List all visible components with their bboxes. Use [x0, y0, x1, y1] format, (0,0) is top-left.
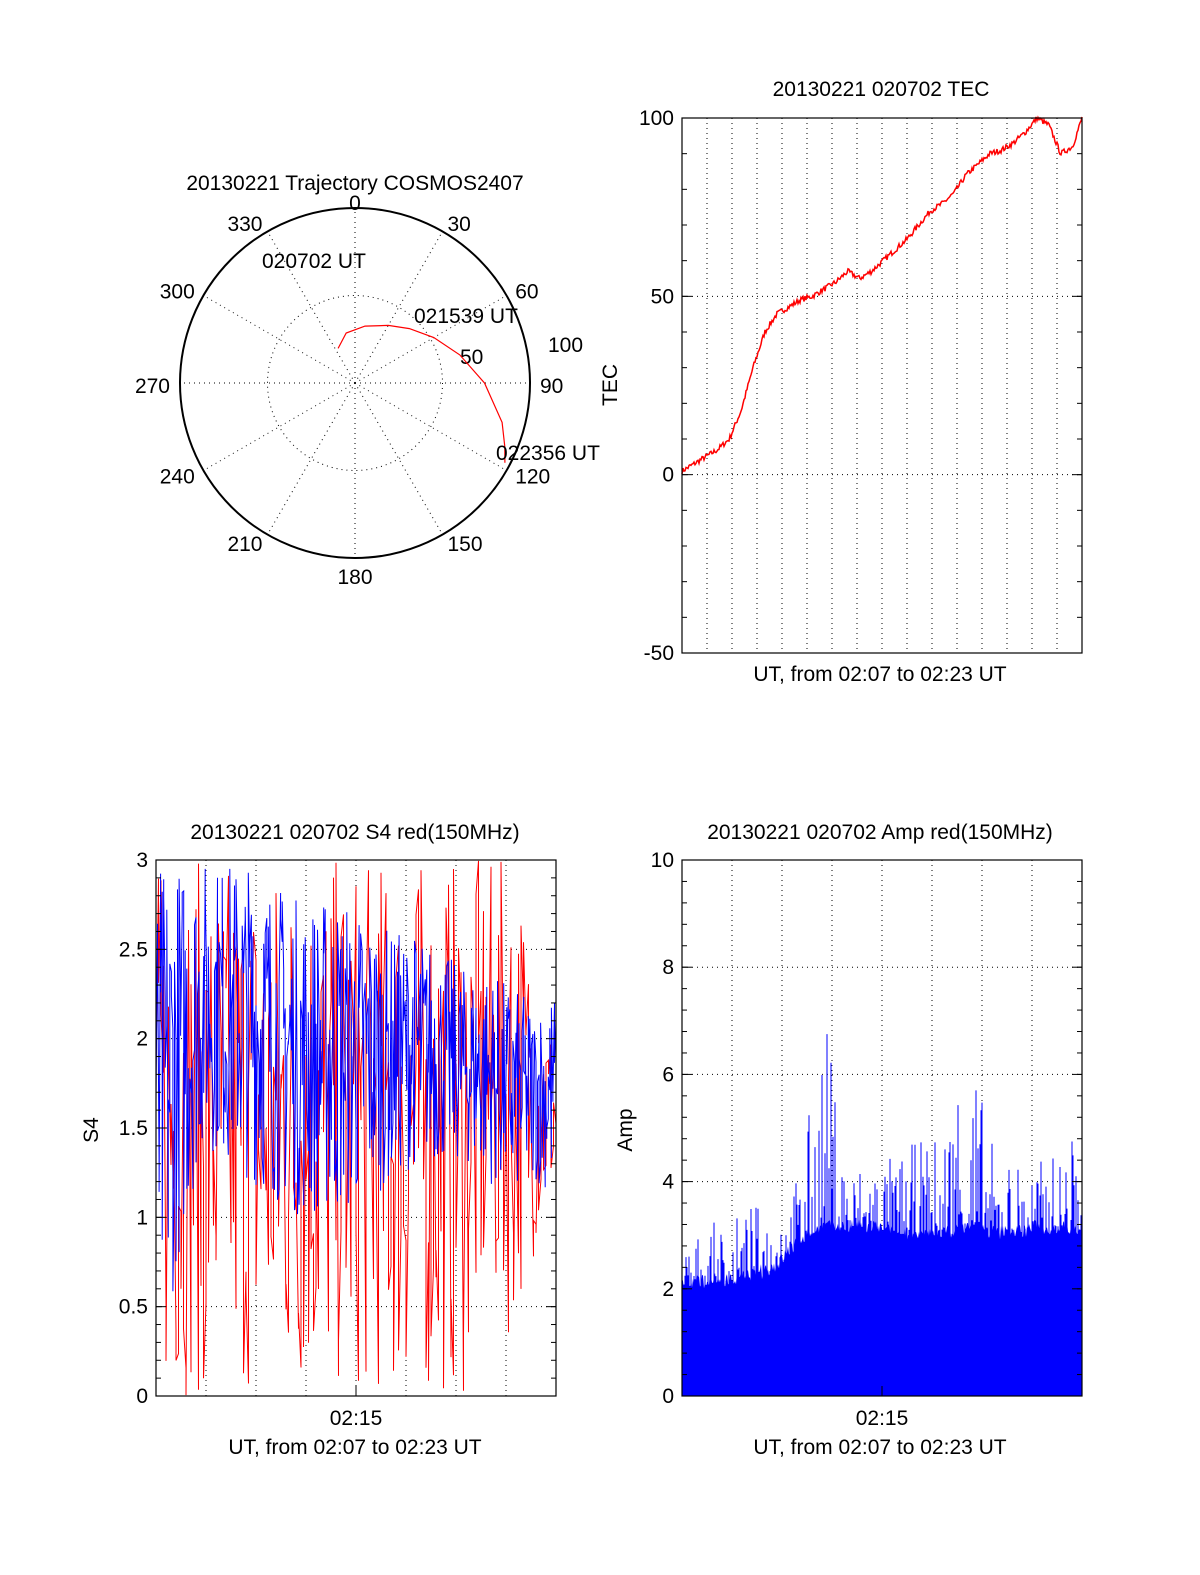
polar-spoke-240	[203, 382, 356, 471]
polar-angle-label-150: 150	[448, 533, 483, 556]
amp-y-ticks: 0 2 4 6 8 10	[651, 849, 1082, 1408]
polar-angle-labels: 0 30 60 90 120 150 180 210 240 270 300 330	[135, 192, 563, 589]
s4-ylabel: S4	[80, 1117, 103, 1143]
amp-title: 20130221 020702 Amp red(150MHz)	[707, 821, 1053, 844]
polar-annotation-end: 022356 UT	[496, 442, 600, 465]
polar-angle-label-0: 0	[349, 192, 361, 215]
polar-annotation-mid: 021539 UT	[414, 305, 518, 328]
polar-angle-label-30: 30	[448, 213, 471, 236]
s4-y-ticks: 0 0.5 1 1.5 2 2.5 3	[119, 849, 556, 1408]
tec-series-line	[681, 115, 1083, 475]
amp-ytick-label-2: 4	[662, 1171, 674, 1194]
s4-blue-series	[155, 868, 557, 1292]
amp-xlabel: UT, from 02:07 to 02:23 UT	[753, 1436, 1006, 1459]
polar-spoke-210	[267, 382, 356, 535]
tec-ylabel: TEC	[599, 364, 622, 406]
polar-outer-circle	[179, 207, 531, 559]
s4-ytick-label-2: 1	[136, 1206, 148, 1229]
amp-ytick-label-1: 2	[662, 1278, 674, 1301]
amp-xtick-label: 02:15	[856, 1407, 909, 1430]
s4-ytick-label-0: 0	[136, 1385, 148, 1408]
polar-radius-label-50: 50	[460, 346, 483, 369]
polar-angle-label-210: 210	[227, 533, 262, 556]
polar-spoke-30	[354, 231, 443, 384]
polar-trajectory-track	[337, 324, 506, 463]
tec-title: 20130221 020702 TEC	[773, 78, 990, 101]
s4-blue-line	[155, 868, 557, 1292]
tec-ytick-label-2: 50	[651, 285, 674, 308]
polar-angle-label-90: 90	[540, 375, 563, 398]
s4-red-line	[155, 860, 557, 1396]
polar-grid-circle-50	[267, 295, 443, 471]
polar-angle-label-300: 300	[160, 281, 195, 304]
amp-ytick-label-5: 10	[651, 849, 674, 872]
polar-spoke-60	[354, 295, 507, 384]
tec-ytick-label-0: -50	[644, 642, 674, 665]
s4-title: 20130221 020702 S4 red(150MHz)	[190, 821, 519, 844]
amp-plot: 20130221 020702 Amp red(150MHz) 0246810 …	[614, 821, 1083, 1459]
polar-grid	[180, 208, 530, 558]
polar-spoke-120	[354, 382, 507, 471]
amp-ytick-label-4: 8	[662, 956, 674, 979]
s4-ytick-label-6: 3	[136, 849, 148, 872]
s4-ytick-label-1: 0.5	[119, 1296, 148, 1319]
tec-y-ticks: -50 0 50 100	[639, 107, 1082, 665]
s4-ytick-label-4: 2	[136, 1028, 148, 1051]
polar-angle-label-330: 330	[227, 213, 262, 236]
s4-plot: 20130221 020702 S4 red(150MHz) 0 0.5 1 1.5 2…	[80, 821, 557, 1459]
amp-ytick-label-3: 6	[662, 1063, 674, 1086]
polar-angle-label-60: 60	[515, 281, 538, 304]
tec-frame	[681, 117, 1083, 654]
tec-xlabel: UT, from 02:07 to 02:23 UT	[753, 663, 1006, 686]
polar-title: 20130221 Trajectory COSMOS2407	[186, 172, 523, 195]
polar-spoke-330	[267, 231, 356, 384]
amp-ytick-label-0: 0	[662, 1385, 674, 1408]
polar-angle-label-270: 270	[135, 375, 170, 398]
s4-xlabel: UT, from 02:07 to 02:23 UT	[228, 1436, 481, 1459]
polar-angle-label-240: 240	[160, 466, 195, 489]
tec-ytick-label-3: 100	[639, 107, 674, 130]
polar-trajectory-plot: 20130221 Trajectory COSMOS2407 0 30 60 90 12…	[135, 172, 600, 589]
amp-ylabel: Amp	[614, 1108, 637, 1151]
s4-ytick-label-3: 1.5	[119, 1117, 148, 1140]
s4-ytick-label-5: 2.5	[119, 938, 148, 961]
polar-angle-label-180: 180	[337, 566, 372, 589]
polar-angle-label-120: 120	[515, 466, 550, 489]
tec-grid	[682, 118, 1082, 653]
s4-xtick-label: 02:15	[330, 1407, 383, 1430]
polar-spoke-150	[354, 382, 443, 535]
polar-radius-label-100: 100	[548, 334, 583, 357]
tec-plot: 20130221 020702 TEC -50 0 50 100 TEC UT, fr…	[599, 78, 1083, 686]
polar-annotation-start: 020702 UT	[262, 250, 366, 273]
tec-ytick-label-1: 0	[662, 464, 674, 487]
s4-red-series	[155, 860, 557, 1396]
polar-spoke-300	[203, 295, 356, 384]
